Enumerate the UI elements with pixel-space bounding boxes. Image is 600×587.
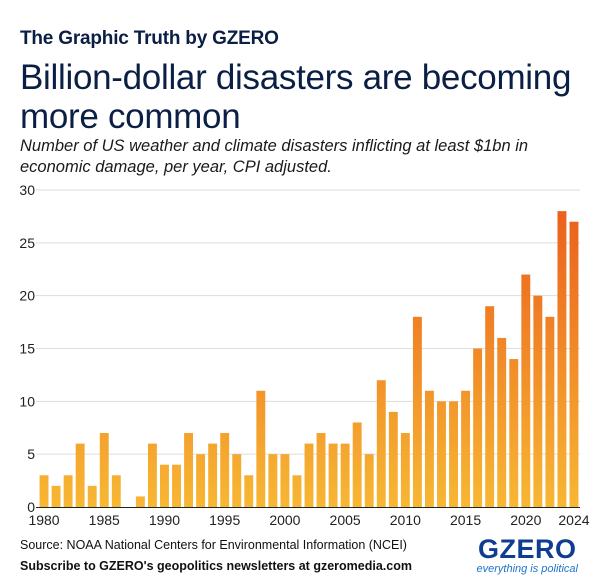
bar-2008 xyxy=(376,380,386,507)
bar-1988 xyxy=(135,496,145,507)
bar-1999 xyxy=(268,454,278,507)
kicker: The Graphic Truth by GZERO xyxy=(20,28,279,50)
bar-2006 xyxy=(352,422,362,507)
bar-1985 xyxy=(99,433,109,507)
subscribe-link[interactable]: Subscribe to GZERO's geopolitics newslet… xyxy=(20,559,412,573)
kicker-brand: GZERO xyxy=(212,28,279,49)
y-tick-label: 25 xyxy=(19,235,35,251)
bar-2012 xyxy=(424,390,434,507)
bar-2010 xyxy=(400,433,410,507)
bar-chart: 0 5 10 15 20 25 30 1980 1985 1990 1995 2000 2005 201… xyxy=(19,182,589,528)
x-axis-tick-labels: 1980 1985 1990 1995 2000 2005 2010 2015 2020 2024 xyxy=(28,512,589,528)
bar-1993 xyxy=(196,454,206,507)
x-tick-label: 2020 xyxy=(510,512,541,528)
x-tick-label: 1985 xyxy=(89,512,120,528)
bar-2024 xyxy=(569,221,579,507)
chart-subtitle: Number of US weather and climate disaste… xyxy=(20,137,529,176)
bar-2000 xyxy=(280,454,290,507)
x-tick-label: 1980 xyxy=(28,512,59,528)
bar-1997 xyxy=(244,475,254,507)
bar-2002 xyxy=(304,443,314,507)
bar-2005 xyxy=(340,443,350,507)
bar-2020 xyxy=(521,274,531,507)
x-tick-label: 2000 xyxy=(269,512,300,528)
bar-1995 xyxy=(220,433,230,507)
logo-tagline: everything is political xyxy=(476,563,579,575)
bar-2001 xyxy=(292,475,302,507)
x-tick-label: 2024 xyxy=(558,512,589,528)
bar-1996 xyxy=(232,454,242,507)
y-axis-tick-labels: 0 5 10 15 20 25 30 xyxy=(19,182,35,515)
bar-1992 xyxy=(184,433,194,507)
y-tick-label: 5 xyxy=(27,446,35,462)
bar-2015 xyxy=(461,390,471,507)
bar-2017 xyxy=(485,306,495,507)
logo-wordmark: GZERO xyxy=(477,534,577,564)
gzero-logo: GZERO everything is political xyxy=(477,535,579,575)
bar-2018 xyxy=(497,337,507,507)
x-tick-label: 2005 xyxy=(330,512,361,528)
y-tick-label: 20 xyxy=(19,288,35,304)
bar-2019 xyxy=(509,359,519,507)
source-note: Source: NOAA National Centers for Enviro… xyxy=(20,538,407,552)
bar-2022 xyxy=(545,316,555,507)
bar-2011 xyxy=(412,316,422,507)
bar-1980 xyxy=(39,475,49,507)
bar-2003 xyxy=(316,433,326,507)
y-tick-label: 30 xyxy=(19,182,35,198)
bar-1982 xyxy=(63,475,73,507)
bar-2007 xyxy=(364,454,374,507)
bar-1998 xyxy=(256,390,266,507)
bar-2013 xyxy=(437,401,446,507)
bar-2014 xyxy=(449,401,458,507)
chart-title: Billion-dollar disasters are becoming mo… xyxy=(20,58,572,136)
bar-2021 xyxy=(533,295,543,507)
bar-1991 xyxy=(172,464,181,507)
bar-2009 xyxy=(388,411,398,507)
x-tick-label: 2015 xyxy=(450,512,481,528)
x-tick-label: 1990 xyxy=(149,512,180,528)
x-tick-label: 2010 xyxy=(390,512,421,528)
bar-2004 xyxy=(328,443,338,507)
bar-2016 xyxy=(473,348,483,507)
y-tick-label: 15 xyxy=(19,341,35,357)
bar-1986 xyxy=(111,475,121,507)
bar-1990 xyxy=(160,464,169,507)
bar-1994 xyxy=(208,443,218,507)
y-tick-label: 0 xyxy=(27,499,35,515)
bar-1983 xyxy=(75,443,85,507)
bar-2023 xyxy=(557,211,567,507)
y-tick-label: 10 xyxy=(19,393,35,409)
bar-1984 xyxy=(87,485,97,507)
x-tick-label: 1995 xyxy=(209,512,240,528)
bars xyxy=(39,211,579,507)
bar-1981 xyxy=(51,485,61,507)
kicker-prefix: The Graphic Truth by xyxy=(20,28,213,49)
bar-1989 xyxy=(147,443,157,507)
